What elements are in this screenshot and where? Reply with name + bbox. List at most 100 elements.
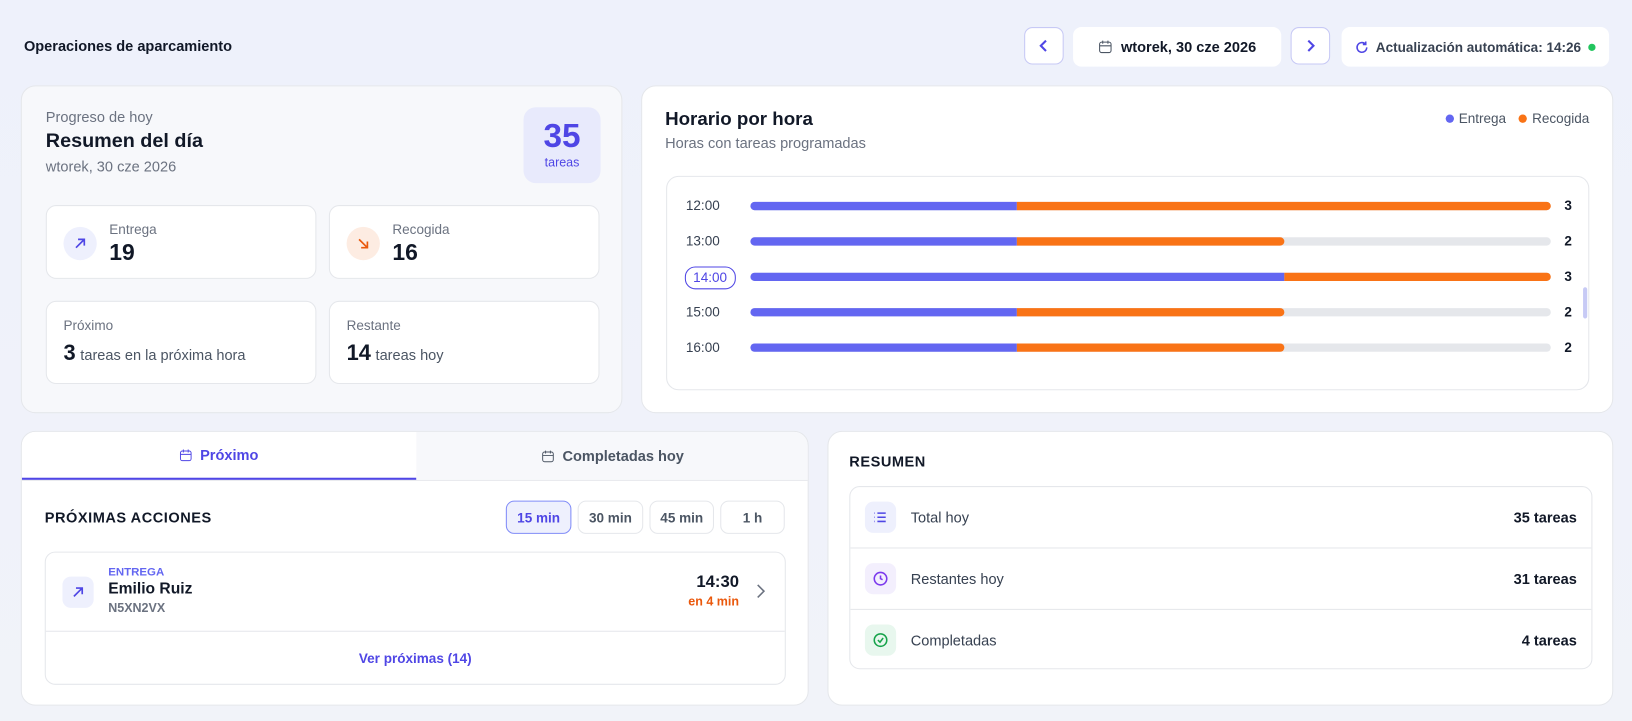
- stat-text: tareas en la próxima hora: [80, 346, 246, 364]
- row-icon-glyph: [873, 633, 888, 648]
- summary-title: RESUMEN: [849, 452, 926, 470]
- stat-label: Próximo: [63, 317, 114, 334]
- legend-item: Entrega: [1445, 110, 1506, 126]
- refresh-icon: [1356, 41, 1368, 53]
- next-stat: Próximo 3 tareas en la próxima hora: [45, 300, 317, 385]
- hour-total: 2: [1564, 233, 1572, 249]
- arrow-down-right: [358, 238, 369, 249]
- total-badge: 35 tareas: [523, 107, 601, 184]
- total-label: tareas: [544, 155, 580, 170]
- schedule-subtitle: Horas con tareas programadas: [665, 134, 866, 151]
- stat-label: Restante: [346, 317, 401, 334]
- item-name: Emilio Ruiz: [108, 579, 193, 598]
- row-value: 35 tareas: [1513, 508, 1577, 526]
- prev-day-button[interactable]: [1024, 27, 1064, 65]
- pickup-icon: [346, 226, 380, 261]
- row-label: Completadas: [910, 631, 997, 649]
- row-icon: [864, 501, 897, 533]
- next-day-button[interactable]: [1290, 27, 1331, 65]
- time-filter[interactable]: 30 min: [577, 500, 644, 534]
- stat-value: 16: [392, 239, 418, 266]
- row-label: Restantes hoy: [910, 570, 1004, 588]
- hour-total: 2: [1564, 303, 1572, 320]
- time-filter[interactable]: 1 h: [720, 500, 785, 534]
- bar-segment: [1017, 201, 1551, 211]
- chevron-right: [757, 584, 766, 598]
- hour-total: 3: [1564, 268, 1572, 285]
- total-value: 35: [543, 116, 581, 155]
- bar-segment: [1017, 343, 1284, 352]
- status-dot: [1588, 43, 1596, 51]
- upcoming-item[interactable]: ENTREGA Emilio Ruiz N5XN2VX 14:30 en 4 m…: [45, 553, 785, 632]
- schedule-title: Horario por hora: [665, 108, 813, 130]
- stat-label: Recogida: [392, 221, 450, 238]
- hour-label: 12:00: [685, 197, 720, 214]
- row-value: 4 tareas: [1521, 631, 1577, 649]
- tab-label: Completadas hoy: [562, 447, 684, 465]
- upcoming-list: ENTREGA Emilio Ruiz N5XN2VX 14:30 en 4 m…: [44, 551, 786, 685]
- legend-item: Recogida: [1518, 110, 1590, 126]
- bar-segment: [750, 343, 1018, 352]
- arrow-up-right: [73, 587, 84, 597]
- stat-value: 3: [63, 341, 76, 366]
- row-icon: [864, 563, 897, 595]
- legend-swatch: [1518, 113, 1527, 123]
- row-icon-glyph: [874, 512, 886, 523]
- legend-label: Entrega: [1458, 110, 1507, 126]
- date-label: wtorek, 30 cze 2026: [1120, 38, 1257, 56]
- stat-text: tareas hoy: [375, 346, 444, 364]
- day-summary-card: Progreso de hoy Resumen del día wtorek, …: [20, 85, 623, 414]
- summary-row: Total hoy 35 tareas: [850, 487, 1592, 549]
- tab-label: Próximo: [200, 446, 259, 464]
- calendar-icon: [180, 449, 192, 461]
- arrow-up-right: [75, 238, 86, 249]
- hour-label: 14:00: [684, 266, 736, 290]
- tab[interactable]: Próximo: [21, 431, 416, 480]
- stat-line: 3 tareas en la próxima hora: [63, 341, 245, 366]
- bar-segment: [1017, 308, 1284, 317]
- auto-update-label: Actualización automática: 14:26: [1375, 39, 1582, 55]
- auto-update: Actualización automática: 14:26: [1341, 27, 1610, 67]
- summary-list: Total hoy 35 tareas Restantes hoy 31 tareas…: [849, 486, 1593, 670]
- item-plate: N5XN2VX: [108, 600, 166, 616]
- schedule-card: Horario por hora Horas con tareas progra…: [641, 85, 1614, 414]
- summary-card: RESUMEN Total hoy 35 tareas Restantes hoy 3…: [827, 430, 1614, 706]
- pickup-stat: Recogida 16: [328, 205, 600, 279]
- hour-total: 3: [1564, 197, 1572, 214]
- bar-segment: [750, 201, 1018, 211]
- remaining-stat: Restante 14 tareas hoy: [328, 300, 600, 385]
- calendar-icon: [1099, 40, 1112, 54]
- row-icon-glyph: [873, 571, 888, 586]
- bar-segment: [1283, 272, 1551, 282]
- section-title: PRÓXIMAS ACCIONES: [44, 508, 212, 526]
- tab[interactable]: Completadas hoy: [415, 431, 808, 480]
- stat-label: Entrega: [109, 221, 157, 238]
- bar-segment: [750, 272, 1284, 282]
- bar-segment: [750, 237, 1018, 246]
- time-filter[interactable]: 45 min: [649, 500, 714, 534]
- row-label: Total hoy: [910, 508, 970, 526]
- card-date: wtorek, 30 cze 2026: [45, 158, 177, 175]
- row-icon: [864, 624, 897, 656]
- eyebrow: Progreso de hoy: [45, 108, 153, 125]
- stat-value: 14: [346, 341, 371, 366]
- date-picker[interactable]: wtorek, 30 cze 2026: [1073, 27, 1282, 67]
- see-more-link[interactable]: Ver próximas (14): [358, 650, 472, 667]
- upcoming-card: Próximo Completadas hoy PRÓXIMAS ACCIONES…: [20, 430, 809, 706]
- time-filter[interactable]: 15 min: [505, 500, 572, 534]
- hour-label: 15:00: [685, 303, 720, 320]
- summary-row: Restantes hoy 31 tareas: [850, 549, 1592, 610]
- calendar-icon: [542, 450, 555, 462]
- delivery-icon: [63, 226, 97, 261]
- scrollbar: [1583, 287, 1588, 319]
- stat-value: 19: [109, 239, 135, 266]
- legend-swatch: [1445, 113, 1454, 123]
- legend-label: Recogida: [1532, 110, 1590, 126]
- card-title: Resumen del día: [45, 130, 203, 152]
- hour-total: 2: [1564, 339, 1572, 355]
- hour-chart: 12:00 3 13:00 2 14:00 3 15:00 2 16:00 2: [666, 175, 1590, 391]
- item-type: ENTREGA: [108, 566, 165, 579]
- summary-row: Completadas 4 tareas: [850, 610, 1591, 668]
